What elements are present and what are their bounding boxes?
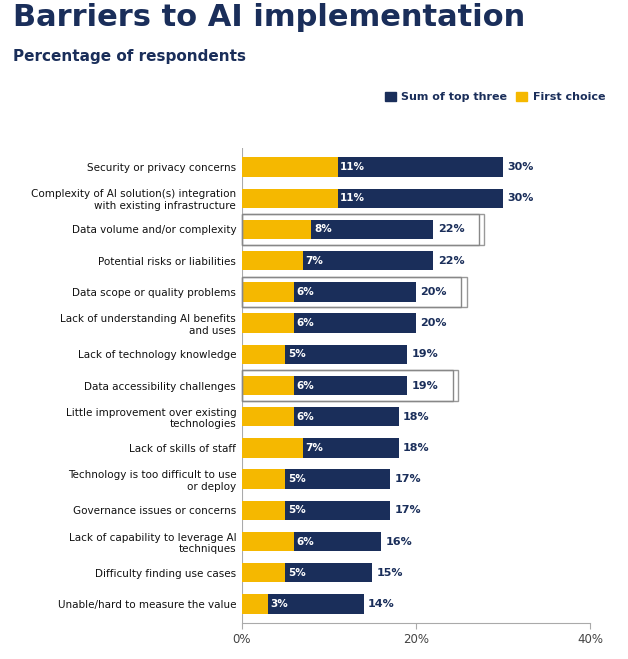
Bar bbox=[242, 214, 479, 244]
Text: 6%: 6% bbox=[296, 287, 315, 297]
Bar bbox=[242, 594, 364, 614]
Text: 20%: 20% bbox=[420, 318, 447, 328]
Bar bbox=[242, 407, 399, 426]
Bar bbox=[242, 438, 303, 457]
Bar bbox=[242, 188, 338, 208]
Bar bbox=[242, 370, 453, 401]
Text: 17%: 17% bbox=[394, 474, 421, 484]
Bar bbox=[242, 469, 390, 489]
Text: 18%: 18% bbox=[403, 443, 430, 453]
Bar bbox=[242, 282, 416, 302]
Text: Barriers to AI implementation: Barriers to AI implementation bbox=[13, 3, 525, 32]
Text: 3%: 3% bbox=[271, 599, 288, 609]
Bar bbox=[242, 501, 390, 520]
Text: 5%: 5% bbox=[288, 568, 306, 578]
Bar bbox=[242, 282, 294, 302]
Text: 18%: 18% bbox=[403, 412, 430, 422]
Text: 17%: 17% bbox=[394, 505, 421, 515]
Text: 15%: 15% bbox=[377, 568, 403, 578]
Text: 7%: 7% bbox=[305, 443, 323, 453]
Bar bbox=[242, 314, 416, 333]
Text: 22%: 22% bbox=[438, 256, 465, 266]
Text: 5%: 5% bbox=[288, 474, 306, 484]
Text: Percentage of respondents: Percentage of respondents bbox=[13, 49, 246, 65]
Text: 6%: 6% bbox=[296, 380, 315, 391]
Bar bbox=[242, 594, 268, 614]
Text: 22%: 22% bbox=[438, 225, 465, 235]
Bar bbox=[242, 501, 285, 520]
Bar bbox=[242, 469, 285, 489]
Bar bbox=[242, 532, 294, 552]
Legend: Sum of top three, First choice: Sum of top three, First choice bbox=[381, 88, 610, 107]
Text: 5%: 5% bbox=[288, 505, 306, 515]
Bar bbox=[242, 158, 503, 177]
Text: 6%: 6% bbox=[296, 412, 315, 422]
Text: 16%: 16% bbox=[386, 536, 413, 546]
Bar bbox=[242, 407, 294, 426]
Bar bbox=[242, 532, 381, 552]
Bar bbox=[242, 563, 372, 583]
Bar bbox=[242, 251, 433, 270]
Bar bbox=[242, 314, 294, 333]
Text: 8%: 8% bbox=[314, 225, 332, 235]
Bar bbox=[242, 345, 285, 364]
Text: 6%: 6% bbox=[296, 536, 315, 546]
Bar bbox=[242, 188, 503, 208]
Text: 11%: 11% bbox=[340, 162, 365, 172]
Text: 19%: 19% bbox=[412, 349, 438, 359]
Bar bbox=[242, 277, 462, 307]
Text: 6%: 6% bbox=[296, 318, 315, 328]
Text: 30%: 30% bbox=[507, 193, 534, 203]
Bar bbox=[242, 376, 294, 395]
Text: 7%: 7% bbox=[305, 256, 323, 266]
Bar bbox=[242, 376, 408, 395]
Text: 11%: 11% bbox=[340, 193, 365, 203]
Bar bbox=[242, 438, 399, 457]
Bar bbox=[242, 345, 408, 364]
Bar bbox=[242, 158, 338, 177]
Bar bbox=[242, 563, 285, 583]
Bar bbox=[242, 219, 311, 239]
Text: 19%: 19% bbox=[412, 380, 438, 391]
Text: 30%: 30% bbox=[507, 162, 534, 172]
Text: 20%: 20% bbox=[420, 287, 447, 297]
Bar bbox=[242, 219, 433, 239]
Text: 5%: 5% bbox=[288, 349, 306, 359]
Bar bbox=[242, 251, 303, 270]
Text: 14%: 14% bbox=[368, 599, 395, 609]
